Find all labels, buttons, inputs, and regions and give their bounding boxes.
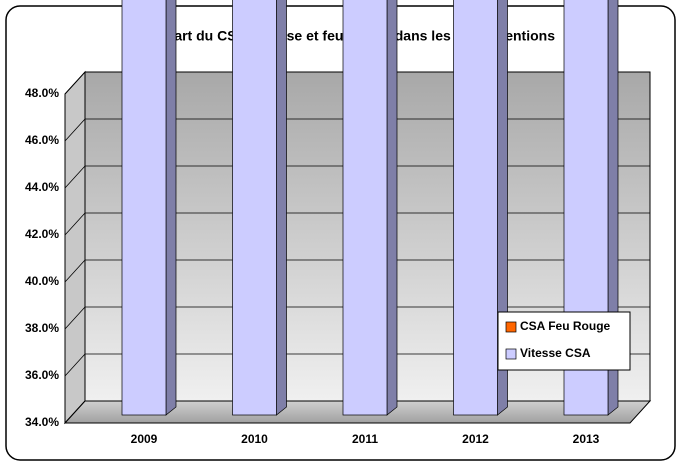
- side-wall: [64, 70, 86, 425]
- x-tick-label: 2010: [241, 432, 268, 446]
- legend-label: CSA Feu Rouge: [520, 319, 611, 333]
- y-tick-label: 40.0%: [25, 274, 59, 288]
- y-tick-label: 36.0%: [25, 368, 59, 382]
- bar: [121, 0, 167, 416]
- bar-side: [386, 0, 398, 416]
- y-tick-label: 38.0%: [25, 321, 59, 335]
- legend-swatch: [505, 321, 517, 333]
- bar: [342, 0, 388, 416]
- y-tick-label: 44.0%: [25, 180, 59, 194]
- y-tick-label: 42.0%: [25, 227, 59, 241]
- bar-side: [497, 0, 508, 416]
- y-tick-label: 48.0%: [25, 86, 59, 100]
- bar: [232, 0, 277, 416]
- bar-side: [165, 0, 177, 416]
- y-tick-label: 34.0%: [25, 415, 59, 429]
- legend-label: Vitesse CSA: [520, 346, 591, 360]
- legend: CSA Feu Rouge Vitesse CSA: [497, 311, 631, 371]
- x-tick-label: 2011: [352, 432, 378, 446]
- bar: [453, 0, 498, 416]
- bar-side: [607, 0, 619, 416]
- x-tick-label: 2012: [462, 432, 489, 446]
- x-tick-label: 2009: [131, 432, 158, 446]
- legend-swatch: [505, 348, 517, 360]
- y-tick-label: 46.0%: [25, 133, 59, 147]
- bar-side: [276, 0, 287, 416]
- legend-box: [497, 311, 631, 371]
- x-tick-label: 2013: [573, 432, 600, 446]
